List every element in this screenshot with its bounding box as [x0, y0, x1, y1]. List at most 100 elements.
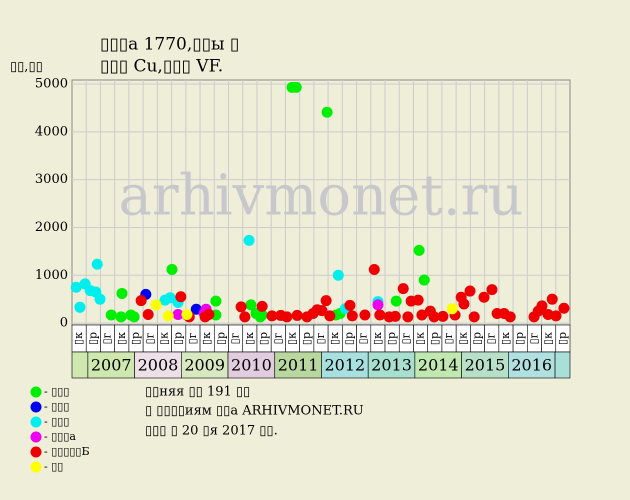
- data-point: [115, 311, 127, 323]
- data-point: [94, 293, 106, 305]
- sub-label: ▯к: [456, 332, 469, 345]
- year-edge: [554, 351, 571, 379]
- data-point: [166, 264, 178, 276]
- data-point: [418, 274, 430, 286]
- data-point: [116, 287, 128, 299]
- sub-label: ▯к: [542, 332, 555, 345]
- data-point: [402, 311, 414, 323]
- sub-label: ▯г: [143, 332, 156, 344]
- sub-label: ▯р: [214, 332, 227, 345]
- data-point: [256, 300, 268, 312]
- sub-label: ▯р: [257, 332, 270, 345]
- data-point: [162, 310, 174, 322]
- footer-line: ▯▯▯ ▯ 20 ▯я 2017 ▯▯.: [145, 424, 278, 439]
- legend-label: - ▯▯▯: [44, 400, 69, 413]
- year-cell: [367, 351, 416, 379]
- data-point: [446, 303, 458, 315]
- sub-label: ▯р: [172, 332, 185, 345]
- data-point: [486, 284, 498, 296]
- year-label: 2008: [138, 356, 179, 375]
- sub-label: ▯г: [485, 332, 498, 344]
- data-point: [324, 310, 336, 322]
- legend-label: - ▯▯▯▯▯Б: [44, 445, 90, 458]
- year-label: 2010: [231, 356, 272, 375]
- sub-label: ▯к: [328, 332, 341, 345]
- data-point: [281, 311, 293, 323]
- data-point: [210, 295, 222, 307]
- sub-label: ▯г: [442, 332, 455, 344]
- data-point: [266, 310, 278, 322]
- year-cell: [508, 351, 556, 379]
- data-point: [390, 295, 402, 307]
- y-axis-label: ▯▯,▯▯: [10, 60, 43, 75]
- data-point: [536, 300, 548, 312]
- data-point: [316, 305, 328, 317]
- data-point: [397, 283, 409, 295]
- year-label: 2011: [278, 356, 319, 375]
- sub-label: ▯р: [86, 332, 99, 345]
- sub-label: ▯г: [527, 332, 540, 344]
- data-point: [203, 308, 215, 320]
- sub-label: ▯к: [414, 332, 427, 345]
- legend-marker: [30, 386, 42, 398]
- sub-label: ▯р: [129, 332, 142, 345]
- data-point: [478, 291, 490, 303]
- data-point: [245, 299, 257, 311]
- sub-label: ▯к: [115, 332, 128, 345]
- year-cell: [227, 351, 276, 379]
- data-point: [142, 308, 154, 320]
- sub-label: ▯к: [286, 332, 299, 345]
- sub-label: ▯к: [243, 332, 256, 345]
- year-label: 2009: [184, 356, 225, 375]
- data-point: [290, 81, 302, 93]
- y-tick-label: 0: [60, 316, 68, 331]
- data-point: [359, 309, 371, 321]
- data-point: [70, 281, 82, 293]
- sub-label: ▯г: [186, 332, 199, 344]
- sub-label: ▯к: [200, 332, 213, 345]
- sub-label: ▯к: [157, 332, 170, 345]
- year-edge: [71, 351, 89, 379]
- sub-label: ▯р: [342, 332, 355, 345]
- sub-label: ▯р: [428, 332, 441, 345]
- data-point: [243, 234, 255, 246]
- data-point: [291, 309, 303, 321]
- sub-label: ▯р: [471, 332, 484, 345]
- year-cell: [134, 351, 182, 379]
- legend-marker: [30, 401, 42, 413]
- data-point: [344, 299, 356, 311]
- legend-marker: [30, 446, 42, 458]
- data-point: [558, 302, 570, 314]
- data-point: [416, 309, 428, 321]
- data-point: [413, 244, 425, 256]
- sub-label: ▯к: [72, 332, 85, 345]
- data-point: [550, 310, 562, 322]
- data-point: [172, 308, 184, 320]
- data-point: [437, 310, 449, 322]
- plot-area: [71, 79, 571, 326]
- data-point: [368, 264, 380, 276]
- data-point: [74, 301, 86, 313]
- footer-line: ▯▯няя ▯▯ 191 ▯▯: [145, 385, 250, 400]
- data-point: [458, 298, 470, 310]
- data-point: [321, 106, 333, 118]
- sub-label: ▯г: [357, 332, 370, 344]
- sub-label: ▯р: [513, 332, 526, 345]
- data-point: [468, 311, 480, 323]
- data-point: [374, 309, 386, 321]
- y-tick-label: 4000: [35, 124, 68, 139]
- y-tick-label: 3000: [35, 172, 68, 187]
- data-point: [239, 311, 251, 323]
- y-tick-label: 1000: [35, 268, 68, 283]
- year-cell: [414, 351, 462, 379]
- sub-label: ▯к: [371, 332, 384, 345]
- data-point: [164, 292, 176, 304]
- legend-marker: [30, 461, 42, 473]
- sub-label: ▯г: [399, 332, 412, 344]
- sub-label: ▯р: [300, 332, 313, 345]
- year-label: 2012: [324, 356, 365, 375]
- legend-label: - ▯▯▯: [44, 415, 69, 428]
- legend-label: - ▯▯: [44, 460, 63, 473]
- data-point: [320, 295, 332, 307]
